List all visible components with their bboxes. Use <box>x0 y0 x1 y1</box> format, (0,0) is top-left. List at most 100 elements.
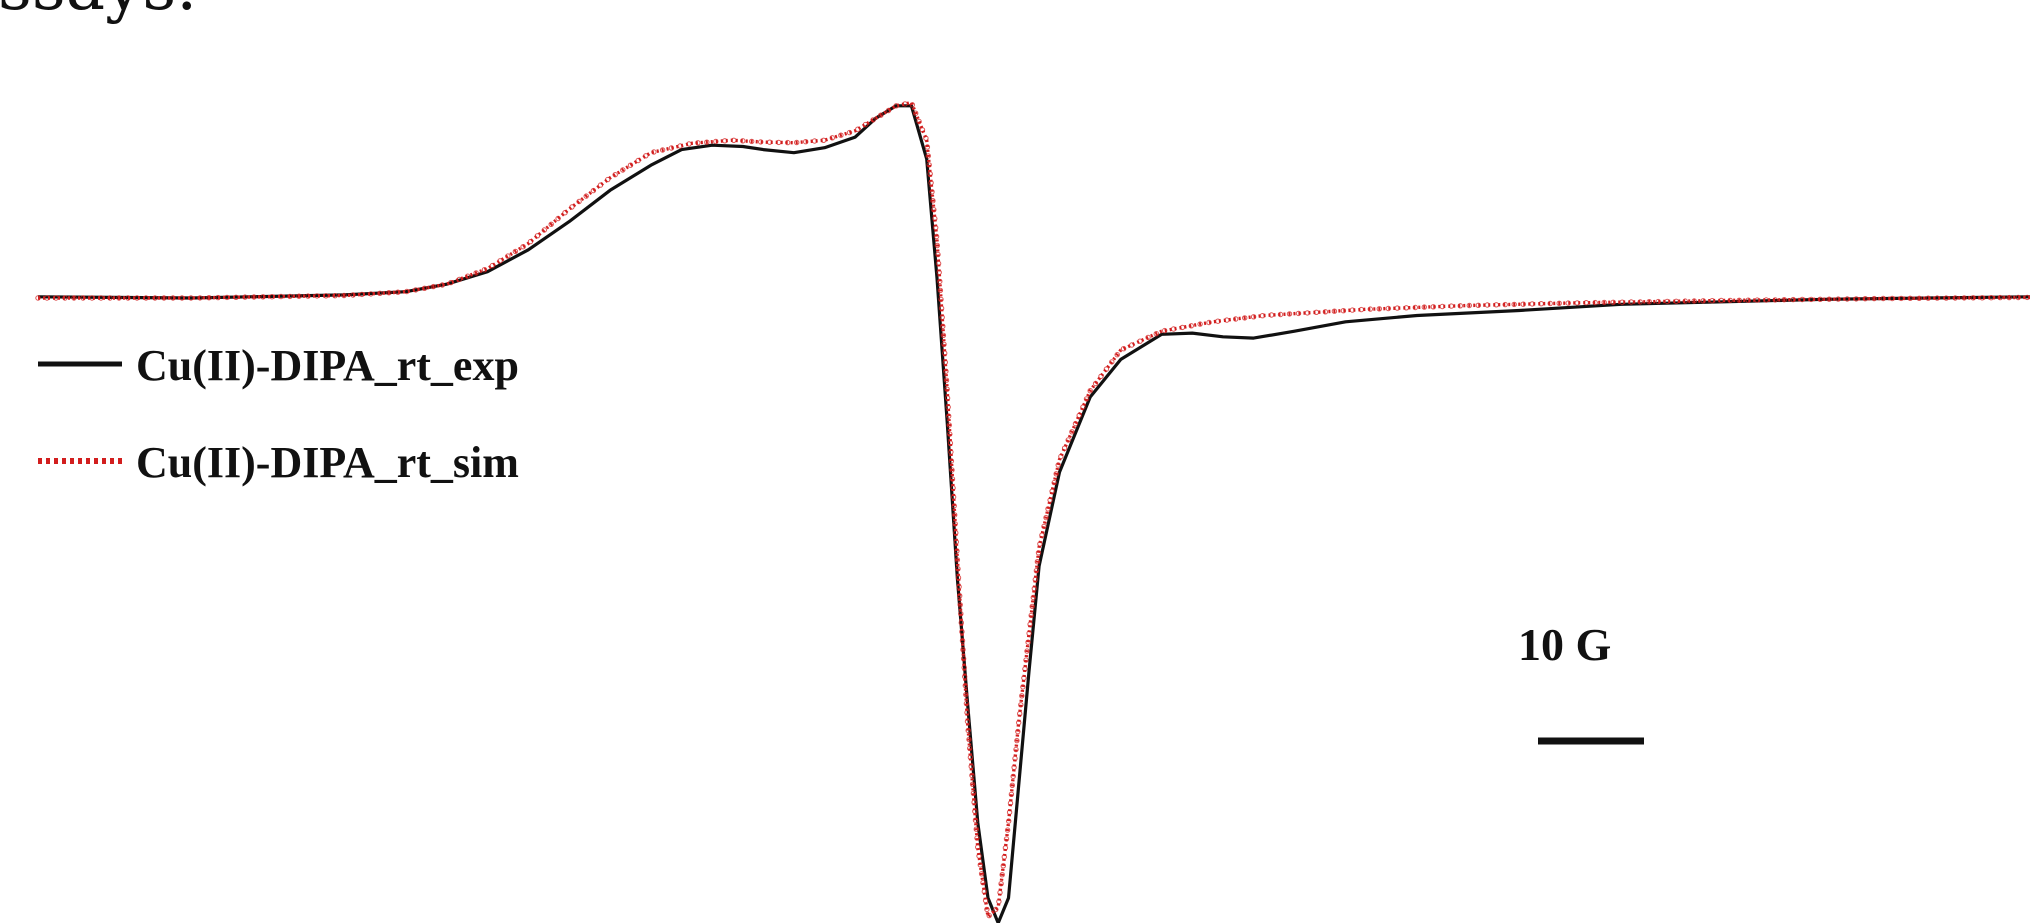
sim-marker <box>332 293 338 299</box>
sim-marker <box>1358 306 1365 313</box>
sim-marker <box>936 269 942 276</box>
sim-marker <box>924 144 931 150</box>
sim-marker <box>1682 298 1688 304</box>
sim-marker <box>1083 396 1090 402</box>
sim-marker <box>651 149 657 155</box>
sim-marker <box>1055 462 1061 468</box>
sim-marker <box>1003 836 1010 842</box>
sim-marker <box>953 530 959 536</box>
sim-marker <box>927 171 933 177</box>
sim-marker <box>998 881 1004 887</box>
sim-marker <box>982 897 989 904</box>
sim-marker <box>931 207 937 213</box>
sim-marker <box>1129 342 1135 348</box>
sim-marker <box>855 126 861 132</box>
sim-marker <box>534 233 541 239</box>
sim-marker <box>967 754 974 761</box>
sim-marker <box>1114 352 1120 358</box>
sim-marker <box>932 215 938 222</box>
sim-marker <box>1565 300 1571 306</box>
sim-marker <box>1997 294 2003 301</box>
sim-marker <box>1907 295 1913 301</box>
sim-marker <box>1394 305 1401 311</box>
sim-marker <box>949 467 955 473</box>
sim-marker <box>794 139 800 146</box>
sim-marker <box>152 295 158 301</box>
sim-marker <box>197 295 203 301</box>
sim-marker <box>980 880 986 886</box>
sim-marker <box>242 294 248 300</box>
sim-marker <box>386 290 392 296</box>
sim-marker <box>1087 388 1093 394</box>
legend-label-exp: Cu(II)-DIPA_rt_exp <box>136 341 519 390</box>
sim-marker <box>1808 296 1814 303</box>
sim-marker <box>963 700 970 707</box>
sim-marker <box>1039 532 1045 538</box>
sim-marker <box>934 242 940 249</box>
sim-marker <box>1206 319 1212 326</box>
sim-marker <box>957 602 963 608</box>
sim-marker <box>1718 297 1724 304</box>
sim-marker <box>1952 295 1958 301</box>
sim-marker <box>885 107 892 114</box>
sim-marker <box>916 118 922 125</box>
sim-marker <box>962 682 968 689</box>
sim-marker <box>1538 301 1544 307</box>
sim-marker <box>62 295 68 301</box>
sim-marker <box>943 368 949 374</box>
sim-marker <box>1763 297 1769 303</box>
sim-marker <box>1004 827 1011 833</box>
sim-marker <box>1024 648 1030 654</box>
sim-marker <box>562 210 568 216</box>
sim-marker <box>965 727 971 734</box>
sim-marker <box>1103 366 1110 372</box>
sim-marker <box>233 294 239 300</box>
sim-marker <box>1619 299 1625 305</box>
sim-marker <box>489 262 496 269</box>
sim-marker <box>1145 334 1151 341</box>
sim-marker <box>107 295 113 301</box>
sim-marker <box>955 575 962 581</box>
sim-marker <box>1015 728 1021 735</box>
sim-marker <box>950 485 956 491</box>
sim-marker <box>1781 297 1787 303</box>
sim-marker <box>749 138 755 145</box>
sim-marker <box>548 221 554 228</box>
sim-marker <box>1772 297 1778 303</box>
sim-marker <box>964 709 970 716</box>
sim-marker <box>505 253 511 259</box>
sim-marker <box>971 799 977 805</box>
sim-marker <box>1049 488 1055 494</box>
sim-marker <box>947 431 953 437</box>
sim-marker <box>838 132 844 138</box>
sim-marker <box>1502 301 1508 308</box>
sim-marker <box>811 138 818 144</box>
sim-marker <box>269 294 275 300</box>
sim-marker <box>1006 818 1012 824</box>
plot-area <box>35 100 2030 923</box>
sim-marker <box>89 295 95 301</box>
sim-marker <box>928 180 934 186</box>
sim-marker <box>966 736 972 743</box>
sim-marker <box>955 566 961 572</box>
sim-marker <box>862 121 869 128</box>
sim-marker <box>972 817 979 823</box>
sim-marker <box>740 138 746 144</box>
sim-marker <box>2024 294 2030 301</box>
sim-marker <box>1556 300 1562 306</box>
sim-marker <box>929 189 935 195</box>
sim-marker <box>1013 746 1019 753</box>
sim-marker <box>974 835 980 841</box>
sim-marker <box>963 691 969 698</box>
sim-marker <box>1286 311 1293 317</box>
sim-marker <box>188 295 194 301</box>
sim-marker <box>620 167 626 173</box>
sim-marker <box>776 139 782 146</box>
sim-marker <box>803 139 809 145</box>
sim-marker <box>287 293 293 300</box>
sim-marker <box>1023 657 1029 663</box>
sim-marker <box>1153 331 1160 337</box>
sim-marker <box>278 293 284 300</box>
sim-marker <box>125 295 131 301</box>
